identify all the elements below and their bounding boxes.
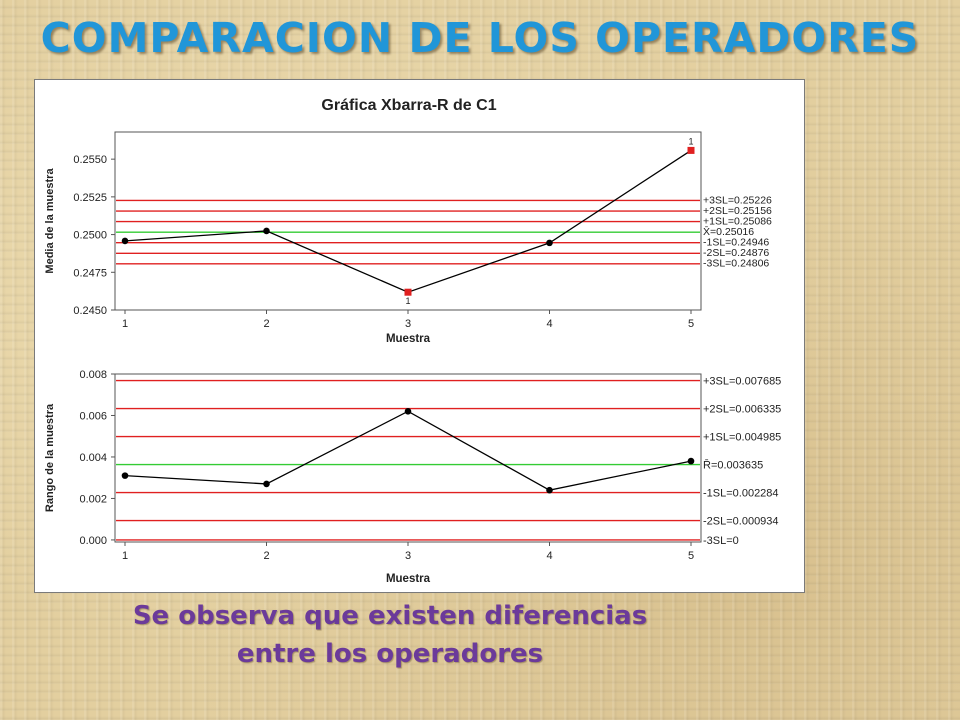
x-tick-label: 2: [263, 550, 269, 562]
x-tick-label: 5: [688, 318, 694, 330]
y-tick-label: 0.2500: [73, 230, 107, 242]
data-point: [687, 457, 695, 465]
out-of-control-point: [404, 288, 412, 296]
slide-title: COMPARACION DE LOS OPERADORES: [40, 14, 920, 62]
out-of-control-flag: 1: [405, 296, 410, 306]
y-tick-label: 0.002: [79, 493, 107, 505]
data-point: [121, 472, 129, 479]
x-tick-label: 4: [546, 318, 552, 330]
data-point: [263, 227, 270, 235]
conclusion-line-2: entre los operadores: [236, 639, 544, 669]
x-tick-label: 3: [405, 550, 411, 562]
chart-title: Gráfica Xbarra-R de C1: [321, 97, 496, 114]
xbar-panel: +3SL=0.25226+2SL=0.25156+1SL=0.25086X̄=0…: [44, 131, 772, 345]
control-line-label: -2SL=0.000934: [703, 516, 779, 528]
conclusion-text: Se observa que existen diferencias entre…: [0, 597, 780, 673]
control-line-label: -1SL=0.24946: [703, 237, 769, 249]
conclusion-line-1: Se observa que existen diferencias: [132, 601, 648, 631]
y-tick-label: 0.2550: [73, 154, 107, 166]
control-line-label: -1SL=0.002284: [703, 488, 779, 500]
y-tick-label: 0.2475: [73, 267, 107, 279]
y-tick-label: 0.2525: [73, 192, 107, 204]
plot-area: [114, 373, 702, 543]
y-tick-label: 0.006: [79, 410, 107, 422]
y-tick-label: 0.008: [79, 369, 107, 381]
x-axis-label: Muestra: [386, 573, 431, 585]
data-point: [121, 237, 129, 245]
x-tick-label: 5: [688, 550, 694, 562]
x-tick-label: 1: [122, 550, 128, 562]
control-line-label: +2SL=0.25156: [703, 205, 772, 217]
data-point: [546, 239, 553, 247]
control-line-label: -2SL=0.24876: [703, 247, 769, 259]
y-tick-label: 0.000: [79, 535, 107, 547]
xbar-r-chart: Gráfica Xbarra-R de C1+3SL=0.25226+2SL=0…: [44, 97, 781, 585]
control-line-label: -3SL=0: [703, 535, 739, 547]
control-line-label: R̄=0.003635: [703, 459, 763, 472]
control-line-label: +1SL=0.25086: [703, 216, 772, 228]
control-line-label: X̄=0.25016: [703, 226, 754, 239]
y-axis-label: Rango de la muestra: [44, 403, 56, 512]
x-tick-label: 4: [546, 550, 552, 562]
out-of-control-flag: 1: [688, 136, 693, 146]
control-line-label: -3SL=0.24806: [703, 258, 769, 270]
control-chart-panel: Gráfica Xbarra-R de C1 +3SL=0.25226 +2SL=0…: [34, 79, 805, 593]
y-axis-label: Media de la muestra: [44, 168, 56, 274]
out-of-control-point: [687, 146, 695, 154]
x-tick-label: 1: [122, 318, 128, 330]
range-panel: +3SL=0.007685 +2SL=0.006335 +1SL=0.004985 R…: [44, 369, 781, 585]
data-point: [404, 408, 412, 415]
data-point: [546, 486, 553, 494]
control-line-label: +3SL=0.25226: [703, 195, 772, 207]
control-line-label: +1SL=0.004985: [703, 432, 781, 444]
data-point: [263, 480, 270, 488]
x-tick-label: 3: [405, 318, 411, 330]
y-tick-label: 0.004: [79, 452, 107, 464]
control-line-label: +3SL=0.007685: [703, 376, 781, 388]
x-tick-label: 2: [263, 318, 269, 330]
control-line-label: +2SL=0.006335: [703, 404, 781, 416]
x-axis-label: Muestra: [386, 333, 431, 345]
y-tick-label: 0.2450: [73, 305, 107, 317]
